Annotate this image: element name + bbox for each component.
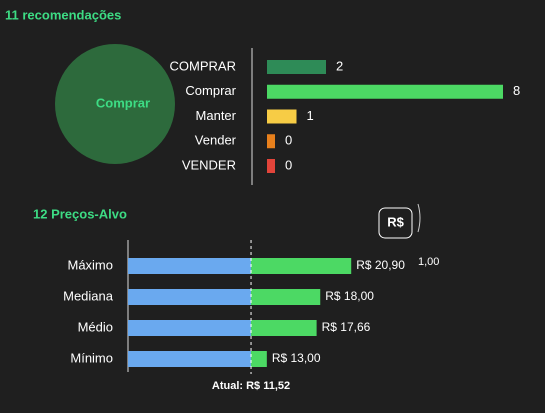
target-value: R$ 13,00 (272, 351, 321, 365)
rec-label: Manter (196, 108, 237, 123)
rec-value: 2 (336, 58, 343, 73)
rec-value: 1 (307, 108, 314, 123)
rec-value: 0 (285, 157, 292, 172)
current-label: Atual: R$ 11,52 (212, 380, 290, 392)
currency-button-label[interactable]: R$ (387, 214, 404, 229)
rec-value: 8 (513, 83, 520, 98)
rec-label: VENDER (182, 157, 236, 172)
current-bar (128, 289, 252, 305)
target-label: Mínimo (70, 350, 113, 365)
target-bar (251, 289, 321, 305)
target-label: Médio (78, 319, 113, 334)
target-value: R$ 17,66 (322, 320, 371, 334)
rec-bar (267, 109, 297, 124)
rec-label: Comprar (185, 83, 236, 98)
current-bar (128, 258, 252, 274)
target-bar (251, 320, 317, 336)
rec-bar (267, 60, 326, 74)
target-bar (251, 351, 267, 367)
rec-value: 0 (285, 133, 292, 148)
target-label: Mediana (63, 288, 114, 303)
rec-bar (267, 84, 503, 99)
targets-title: 12 Preços-Alvo (33, 206, 127, 221)
target-label: Máximo (67, 257, 113, 272)
bracket (417, 203, 421, 233)
currency-button[interactable] (378, 207, 413, 239)
current-bar (128, 351, 252, 367)
header-title: 11 recomendações (5, 7, 121, 22)
rec-bar (267, 134, 275, 149)
target-bar (251, 258, 352, 274)
current-bar (128, 320, 252, 336)
side-value: 1,00 (418, 256, 439, 268)
rec-label: Vender (195, 133, 237, 148)
consensus-circle (55, 44, 175, 164)
rec-label: COMPRAR (170, 58, 236, 73)
rec-bar (267, 159, 275, 173)
target-value: R$ 20,90 (356, 258, 405, 272)
target-value: R$ 18,00 (325, 289, 374, 303)
consensus-label: Comprar (96, 95, 150, 110)
